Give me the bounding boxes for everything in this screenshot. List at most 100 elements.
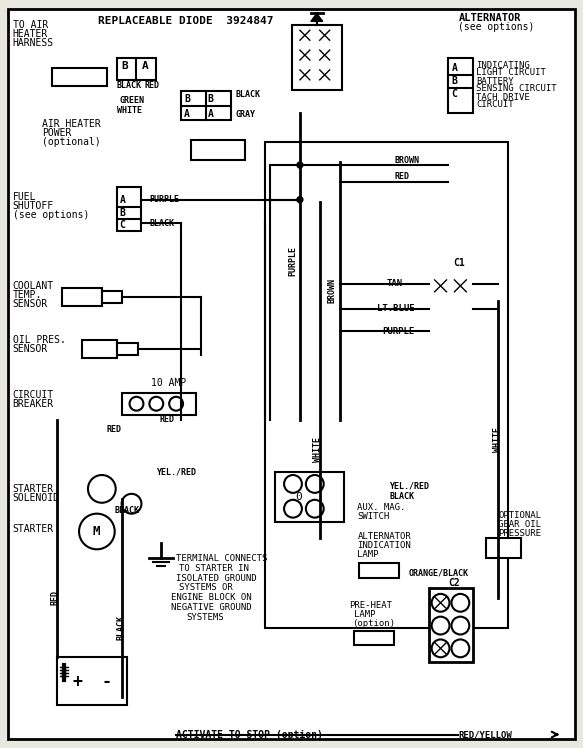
Bar [72, 71, 77, 83]
Text: RED: RED [394, 172, 409, 182]
Circle shape [317, 37, 333, 53]
Bar [354, 631, 394, 646]
Text: ACTIVATE TO STOP (option): ACTIVATE TO STOP (option) [176, 729, 323, 740]
Text: TO STARTER IN: TO STARTER IN [179, 564, 249, 573]
Text: POWER: POWER [43, 129, 72, 138]
Text: TERMINAL CONNECTS: TERMINAL CONNECTS [176, 554, 268, 562]
Text: ORANGE/BLACK: ORANGE/BLACK [409, 568, 469, 577]
Circle shape [297, 37, 313, 53]
Text: SWITCH: SWITCH [357, 512, 389, 521]
Text: SHUTOFF: SHUTOFF [13, 200, 54, 211]
Text: RED: RED [145, 82, 159, 91]
Bar [92, 71, 97, 83]
Text: RED: RED [50, 590, 59, 605]
Text: PURPLE: PURPLE [149, 195, 180, 204]
Circle shape [317, 57, 333, 73]
Text: GEAR OIL: GEAR OIL [498, 520, 541, 529]
Text: B: B [120, 207, 125, 218]
Text: BLACK: BLACK [149, 219, 174, 228]
Bar [122, 393, 196, 414]
Text: SENSOR: SENSOR [13, 298, 48, 309]
Bar [275, 472, 345, 521]
Text: AUX. MAG.: AUX. MAG. [357, 503, 406, 512]
Bar [77, 71, 82, 83]
Text: A: A [184, 108, 190, 118]
Text: +: + [72, 673, 82, 691]
Bar [87, 71, 92, 83]
Bar [77, 291, 82, 304]
Text: ALTERNATOR: ALTERNATOR [458, 13, 521, 23]
Text: WHITE: WHITE [117, 106, 142, 115]
Text: PRESSURE: PRESSURE [498, 529, 541, 538]
Text: ALTERNATOR: ALTERNATOR [357, 532, 411, 541]
Bar [448, 58, 473, 112]
Text: BLACK: BLACK [389, 492, 414, 501]
Bar [429, 269, 473, 373]
Text: BATTERY: BATTERY [476, 77, 514, 86]
Text: YEL./RED: YEL./RED [389, 482, 429, 491]
Text: SYSTEMS OR: SYSTEMS OR [179, 583, 233, 592]
Text: BLACK: BLACK [236, 91, 261, 99]
Circle shape [451, 594, 469, 612]
Text: SOLENOID: SOLENOID [13, 493, 59, 503]
Text: A: A [120, 194, 125, 205]
Bar [82, 71, 87, 83]
Text: COOLANT: COOLANT [13, 280, 54, 291]
Bar [486, 539, 521, 558]
Text: BROWN: BROWN [328, 278, 336, 303]
Circle shape [284, 500, 302, 518]
Bar [57, 657, 127, 705]
Text: LIGHT CIRCUIT: LIGHT CIRCUIT [476, 68, 546, 77]
Text: INDICATION: INDICATION [357, 541, 411, 550]
Text: C1: C1 [454, 258, 465, 268]
Circle shape [297, 47, 313, 63]
Text: M: M [93, 525, 100, 538]
Text: 0: 0 [295, 492, 302, 502]
Text: PURPLE: PURPLE [382, 327, 415, 336]
Text: LAMP: LAMP [357, 550, 379, 559]
Text: TEMP.: TEMP. [13, 289, 42, 300]
Bar [265, 142, 508, 628]
Circle shape [431, 616, 449, 634]
Polygon shape [311, 13, 323, 22]
Text: BREAKER: BREAKER [13, 399, 54, 408]
Text: STARTER: STARTER [13, 524, 54, 533]
Text: LT.BLUE: LT.BLUE [377, 304, 415, 313]
Circle shape [451, 616, 469, 634]
Text: STARTER: STARTER [13, 484, 54, 494]
Text: B: B [184, 94, 190, 104]
Circle shape [79, 514, 115, 549]
Text: HEATER: HEATER [13, 29, 48, 39]
Bar [117, 343, 139, 355]
Text: SENSOR: SENSOR [13, 344, 48, 355]
Circle shape [88, 475, 115, 503]
Text: AIR HEATER: AIR HEATER [43, 120, 101, 129]
Bar [67, 291, 72, 304]
Text: BLACK: BLACK [117, 82, 142, 91]
Text: TAN: TAN [387, 279, 403, 289]
Circle shape [297, 57, 313, 73]
Text: TO AIR: TO AIR [13, 20, 48, 31]
Text: GRAY: GRAY [236, 110, 255, 119]
Text: WHITE: WHITE [493, 427, 502, 452]
Circle shape [317, 47, 333, 63]
Text: C: C [120, 221, 125, 230]
Circle shape [451, 640, 469, 657]
Text: PURPLE: PURPLE [288, 246, 297, 276]
Circle shape [297, 197, 303, 203]
Bar [102, 291, 122, 303]
Circle shape [284, 475, 302, 493]
Circle shape [317, 28, 333, 43]
Circle shape [431, 640, 449, 657]
Circle shape [297, 162, 303, 168]
Text: B: B [122, 61, 128, 71]
Bar [82, 340, 117, 358]
Circle shape [431, 300, 449, 318]
Circle shape [149, 396, 163, 411]
Bar [117, 58, 156, 80]
Circle shape [306, 475, 324, 493]
Bar [82, 291, 87, 304]
Text: A: A [208, 108, 214, 118]
Circle shape [297, 28, 313, 43]
Text: LAMP: LAMP [354, 610, 376, 619]
